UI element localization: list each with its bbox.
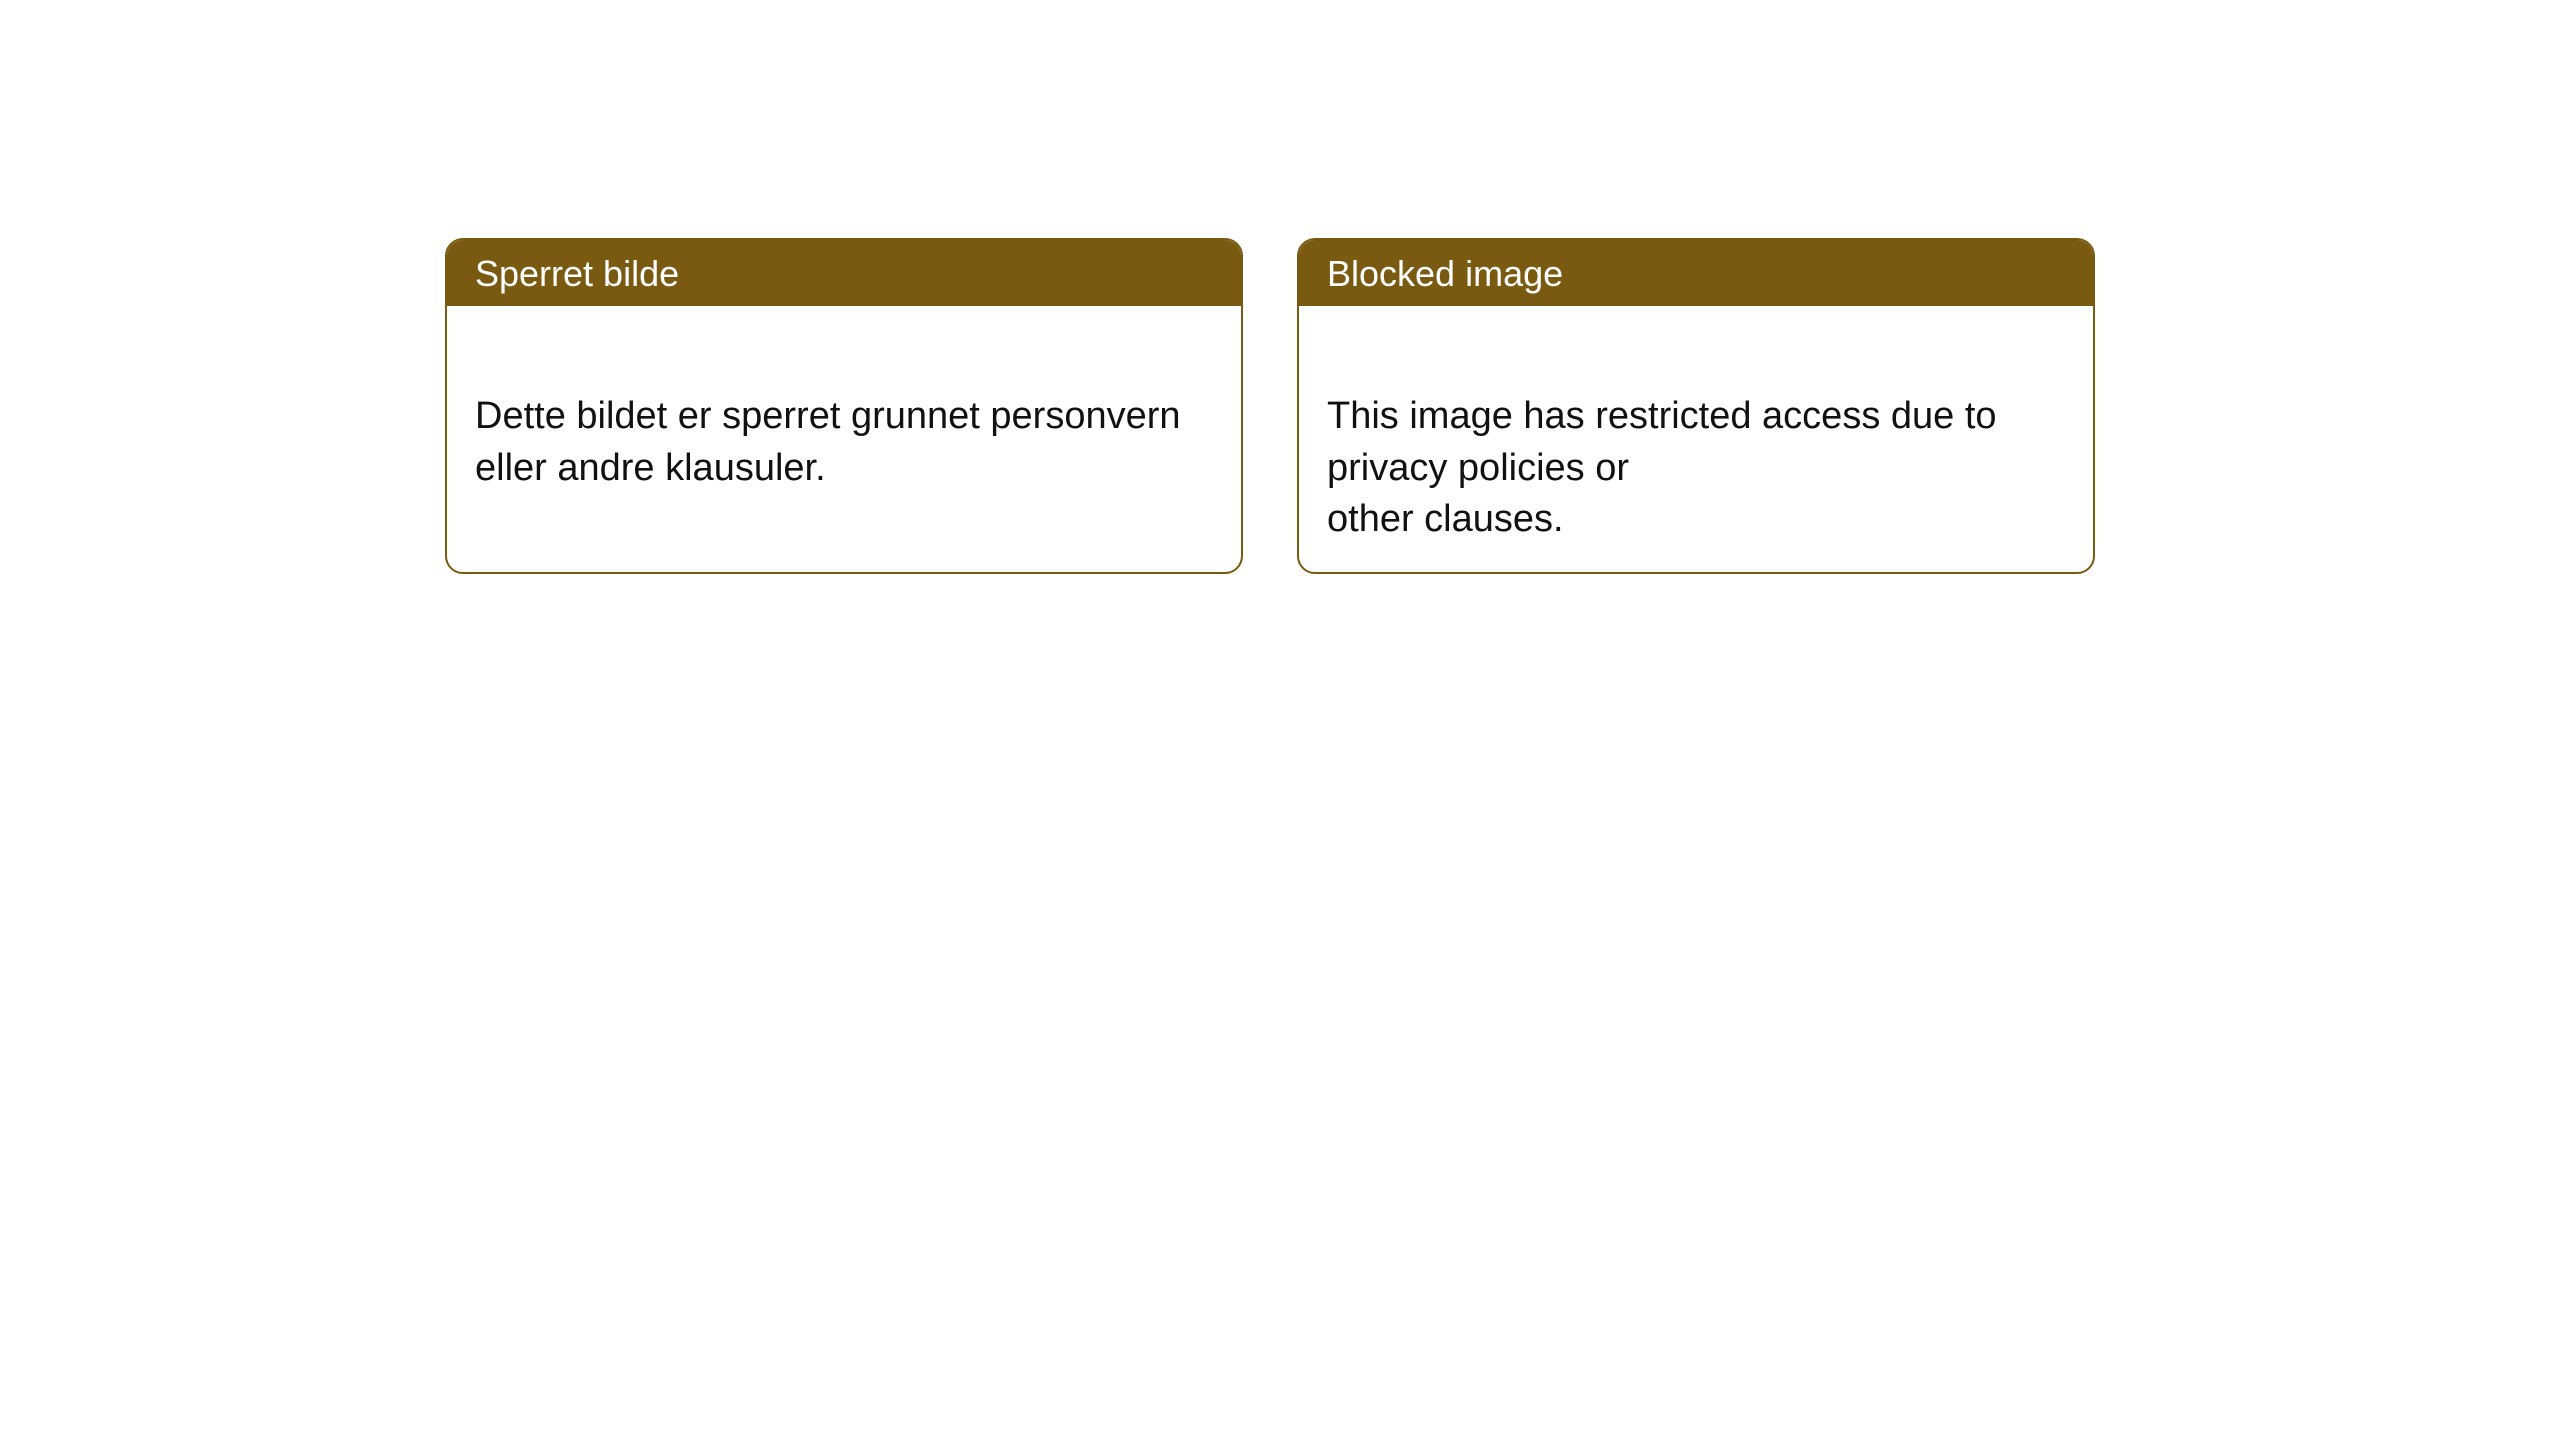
panel-title: Sperret bilde <box>475 253 679 294</box>
panel-body: Dette bildet er sperret grunnet personve… <box>447 306 1241 572</box>
panel-header: Blocked image <box>1299 240 2093 306</box>
panel-body-text: Dette bildet er sperret grunnet personve… <box>475 395 1181 488</box>
panel-title: Blocked image <box>1327 253 1563 294</box>
notice-panels-container: Sperret bilde Dette bildet er sperret gr… <box>445 238 2095 574</box>
panel-body-text: This image has restricted access due to … <box>1327 395 1997 540</box>
panel-header: Sperret bilde <box>447 240 1241 306</box>
notice-panel-en: Blocked image This image has restricted … <box>1297 238 2095 574</box>
notice-panel-no: Sperret bilde Dette bildet er sperret gr… <box>445 238 1243 574</box>
panel-body: This image has restricted access due to … <box>1299 306 2093 573</box>
